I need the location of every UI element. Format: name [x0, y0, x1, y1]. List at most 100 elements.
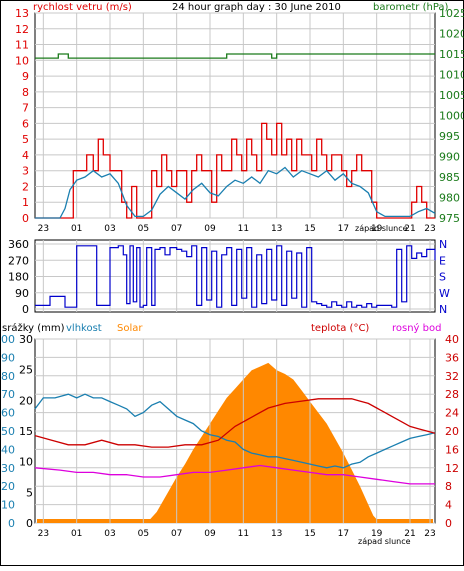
chart-title: 24 hour graph day : 30 June 2010 [172, 2, 341, 13]
solar-area [35, 362, 435, 523]
baro-tick-label: 1010 [439, 69, 464, 82]
temp-tick-label: 36 [445, 351, 459, 364]
x-tick-label: 21 [404, 224, 415, 234]
humid-tick-label: 90 [1, 351, 15, 364]
humid-tick-label: 30 [1, 462, 15, 475]
x-tick-label: 11 [238, 529, 249, 539]
direction-series-line [35, 245, 436, 308]
rain-tick-label: 30 [19, 333, 33, 346]
humid-tick-label: 60 [1, 407, 15, 420]
wind-tick-label: 7 [22, 102, 29, 115]
direction-tick-label: 360 [8, 238, 29, 251]
wind-x-axis: 23 01 03 05 07 09 11 13 15 17 19 21 23 [38, 224, 436, 234]
direction-series-group [35, 245, 436, 308]
rain-tick-label: 15 [19, 425, 33, 438]
wind-tick-label: 12 [15, 23, 29, 36]
baro-tick-label: 1005 [439, 89, 464, 102]
x-tick-label: 13 [271, 529, 282, 539]
x-tick-label: 01 [71, 224, 82, 234]
wind-tick-label: 4 [22, 149, 29, 162]
temp-tick-label: 4 [445, 499, 452, 512]
baro-tick-label: 1025 [439, 7, 464, 20]
x-tick-label: 11 [238, 224, 249, 234]
x-tick-label: 05 [138, 224, 149, 234]
baro-tick-label: 975 [439, 212, 460, 225]
humid-tick-label: 10 [1, 499, 15, 512]
temp-tick-label: 12 [445, 462, 459, 475]
temp-series-line [34, 398, 436, 448]
baro-tick-label: 1020 [439, 28, 464, 41]
wind-tick-label: 3 [22, 165, 29, 178]
direction-tick-label: 180 [8, 271, 29, 284]
dew-series-line [34, 464, 435, 485]
dew-axis-label: rosný bod [392, 322, 441, 334]
baro-tick-label: 1015 [439, 48, 464, 61]
wind-axis-label: rychlost vetru (m/s) [33, 2, 132, 13]
baro-tick-label: 980 [439, 192, 460, 205]
humid-tick-label: 100 [0, 333, 15, 346]
baro-tick-label: 985 [439, 171, 460, 184]
compass-label: S [439, 271, 446, 284]
temp-tick-label: 8 [445, 480, 452, 493]
x-tick-label: 23 [38, 529, 49, 539]
x-tick-label: 19 [371, 529, 383, 539]
compass-label: N [439, 303, 447, 316]
x-tick-label: 21 [404, 529, 415, 539]
wind-tick-label: 9 [22, 70, 29, 83]
wind-tick-label: 0 [22, 212, 29, 225]
baro-tick-label: 995 [439, 130, 460, 143]
rain-tick-label: 0 [26, 517, 33, 530]
wind-tick-label: 10 [15, 54, 29, 67]
rain-axis-label: srážky (mm) [2, 322, 65, 334]
wind-tick-label: 11 [15, 39, 29, 52]
rain-tick-label: 5 [26, 486, 33, 499]
humid-y-axis: 0 10 20 30 40 50 60 70 80 90 100 [0, 333, 15, 530]
wind-series-group [35, 53, 436, 219]
humid-tick-label: 70 [1, 388, 15, 401]
x-tick-label: 03 [104, 529, 115, 539]
baro-series-line [35, 53, 435, 59]
temp-x-axis: 23 01 03 05 07 09 11 13 15 17 19 21 23 [38, 529, 436, 539]
baro-axis-label: barometr (hPa) [373, 2, 449, 13]
humid-series-line [34, 393, 436, 469]
wind-tick-label: 13 [15, 7, 29, 20]
humid-tick-label: 20 [1, 480, 15, 493]
x-tick-label: 15 [304, 224, 315, 234]
x-tick-label: 09 [204, 529, 216, 539]
x-tick-label: 17 [338, 224, 349, 234]
sunset-label-bottom: západ slunce [358, 537, 411, 546]
x-tick-label: 15 [304, 529, 315, 539]
temp-tick-label: 20 [445, 425, 459, 438]
x-tick-label: 05 [138, 529, 149, 539]
direction-tick-label: 0 [22, 303, 29, 316]
temp-tick-label: 28 [445, 388, 459, 401]
humid-axis-label: vlhkost [66, 323, 102, 334]
baro-tick-label: 1000 [439, 110, 464, 123]
baro-y-axis: 975 980 985 990 995 1000 1005 1010 1015 1020 1025 [439, 7, 464, 225]
temp-y-axis: 0 4 8 12 16 20 24 28 32 36 40 [445, 333, 459, 530]
x-tick-label: 07 [171, 529, 182, 539]
x-tick-label: 13 [271, 224, 282, 234]
wind-tick-label: 8 [22, 86, 29, 99]
direction-tick-label: 270 [8, 254, 29, 267]
direction-tick-label: 90 [15, 287, 29, 300]
wind-plot-area [34, 12, 436, 219]
wind-tick-label: 6 [22, 117, 29, 130]
x-tick-label: 17 [338, 529, 349, 539]
temp-tick-label: 32 [445, 370, 459, 383]
rain-y-axis: 0 5 10 15 20 25 30 [19, 333, 33, 530]
rain-tick-label: 10 [19, 456, 33, 469]
rain-tick-label: 25 [19, 364, 33, 377]
compass-label: W [439, 287, 450, 300]
gust-series-line [35, 166, 436, 219]
x-tick-label: 09 [204, 224, 216, 234]
rain-tick-label: 20 [19, 394, 33, 407]
x-tick-label: 23 [38, 224, 49, 234]
